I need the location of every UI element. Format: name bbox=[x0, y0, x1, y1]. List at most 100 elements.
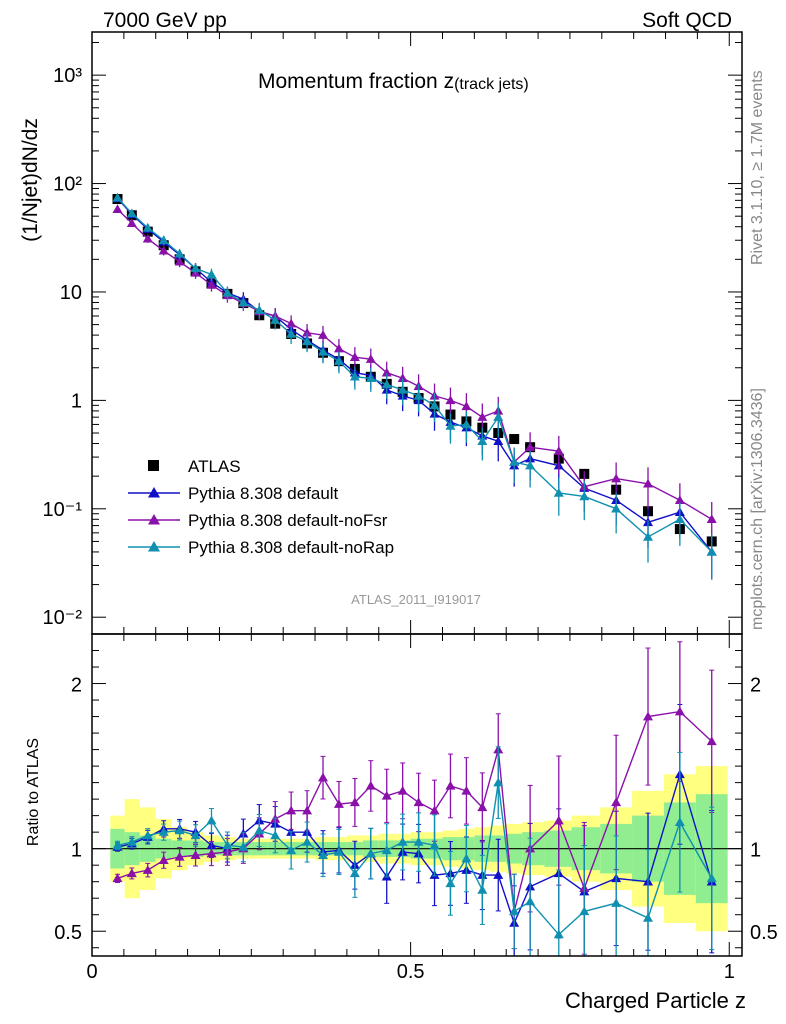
data-point bbox=[477, 412, 488, 421]
side-label-upper: Rivet 3.1.10, ≥ 1.7M events bbox=[749, 70, 766, 265]
main-y-tick-label: 10⁻² bbox=[43, 607, 83, 629]
legend: ATLAS Pythia 8.308 default Pythia 8.308 de… bbox=[128, 457, 394, 557]
data-point bbox=[206, 269, 217, 279]
data-point bbox=[706, 546, 717, 556]
data-point bbox=[254, 305, 265, 314]
main-series-3 bbox=[112, 192, 717, 580]
data-point bbox=[349, 371, 360, 381]
data-point bbox=[286, 328, 297, 338]
data-point bbox=[525, 460, 536, 470]
ratio-point bbox=[397, 837, 408, 846]
data-point bbox=[318, 330, 329, 339]
ratio-point bbox=[674, 817, 685, 826]
main-y-axis-label: (1/Njet)dN/dz bbox=[19, 118, 42, 242]
ratio-point bbox=[461, 785, 472, 795]
ratio-point bbox=[238, 842, 249, 851]
data-point bbox=[429, 400, 440, 410]
data-point bbox=[553, 487, 564, 497]
ratio-point bbox=[429, 840, 440, 850]
ratio-point bbox=[206, 848, 217, 858]
data-point bbox=[611, 503, 622, 513]
ratio-point bbox=[333, 799, 344, 808]
data-point bbox=[381, 379, 392, 389]
ratio-point bbox=[553, 929, 564, 939]
data-point bbox=[333, 356, 344, 365]
data-point bbox=[381, 367, 392, 377]
data-point bbox=[158, 245, 169, 255]
ratio-point bbox=[318, 850, 329, 860]
ratio-point bbox=[286, 845, 297, 855]
main-panel-ticks bbox=[91, 32, 742, 634]
data-point bbox=[238, 297, 249, 307]
main-y-tick-label: 10³ bbox=[53, 65, 82, 87]
data-point bbox=[509, 457, 520, 466]
data-point bbox=[302, 336, 313, 346]
ratio-point bbox=[445, 780, 456, 790]
legend-marker bbox=[148, 487, 160, 498]
ratio-point bbox=[206, 815, 217, 825]
data-point bbox=[525, 442, 536, 451]
data-point bbox=[174, 248, 185, 258]
main-y-tick-label: 1 bbox=[71, 390, 82, 412]
ratio-y-tick-label-right: 0.5 bbox=[750, 922, 778, 944]
ratio-point bbox=[397, 785, 408, 795]
ratio-point bbox=[706, 873, 717, 883]
ratio-point bbox=[190, 830, 201, 840]
ratio-y-tick-label-right: 2 bbox=[750, 675, 761, 697]
header-left: 7000 GeV pp bbox=[103, 9, 227, 32]
ratio-point bbox=[381, 790, 392, 800]
ratio-point bbox=[611, 898, 622, 907]
data-point bbox=[553, 446, 564, 455]
data-point bbox=[302, 327, 313, 337]
legend-marker bbox=[148, 514, 160, 525]
data-point bbox=[445, 395, 456, 405]
header-right: Soft QCD bbox=[642, 9, 732, 32]
ratio-point bbox=[142, 830, 153, 840]
data-point bbox=[397, 373, 408, 383]
main-y-tick-label: 10² bbox=[53, 174, 82, 196]
ratio-point bbox=[553, 815, 564, 825]
legend-label: Pythia 8.308 default-noRap bbox=[188, 538, 394, 557]
ratio-y-tick-label: 1 bbox=[71, 840, 82, 862]
data-point bbox=[222, 287, 233, 297]
data-point bbox=[365, 373, 376, 383]
main-y-tick-labels: 10³ 10² 10 1 10⁻¹ 10⁻² bbox=[43, 65, 83, 629]
ratio-point bbox=[493, 777, 504, 787]
data-point bbox=[643, 531, 654, 541]
data-point bbox=[333, 343, 344, 353]
data-point bbox=[318, 346, 329, 356]
ratio-point bbox=[509, 906, 520, 916]
ratio-y-tick-label-right: 1 bbox=[750, 840, 761, 862]
ratio-point bbox=[413, 797, 424, 807]
ratio-point bbox=[413, 837, 424, 846]
data-point bbox=[126, 218, 137, 228]
ratio-point bbox=[318, 772, 329, 782]
ratio-point bbox=[461, 853, 472, 863]
legend-marker bbox=[148, 460, 159, 471]
data-point bbox=[112, 204, 123, 213]
ratio-y-axis-label: Ratio to ATLAS bbox=[25, 738, 42, 846]
ratio-point bbox=[365, 848, 376, 858]
data-point bbox=[206, 279, 217, 289]
data-point bbox=[579, 491, 590, 501]
main-y-tick-label: 10⁻¹ bbox=[43, 499, 83, 521]
ratio-point bbox=[302, 805, 313, 815]
ratio-tick-labels: 0.5 0.51 12 20 0.5 1 bbox=[54, 675, 778, 983]
main-y-tick-label: 10 bbox=[60, 282, 82, 304]
side-label-lower: mcplots.cern.ch [arXiv:1306.3436] bbox=[749, 388, 766, 630]
legend-label: ATLAS bbox=[188, 457, 241, 476]
main-series-group bbox=[112, 192, 717, 580]
x-tick-label: 1 bbox=[724, 961, 735, 983]
ratio-y-tick-label: 2 bbox=[71, 675, 82, 697]
ratio-point bbox=[174, 851, 185, 861]
ratio-point bbox=[190, 850, 201, 860]
data-point bbox=[461, 401, 472, 411]
data-point bbox=[643, 478, 654, 488]
main-title-sub: (track jets) bbox=[454, 76, 529, 93]
x-tick-label: 0.5 bbox=[397, 961, 425, 983]
data-point bbox=[286, 318, 297, 328]
ratio-point bbox=[174, 825, 185, 835]
main-title: Momentum fraction z(track jets) bbox=[258, 70, 529, 93]
ratio-point bbox=[429, 805, 440, 815]
ratio-point bbox=[349, 797, 360, 807]
